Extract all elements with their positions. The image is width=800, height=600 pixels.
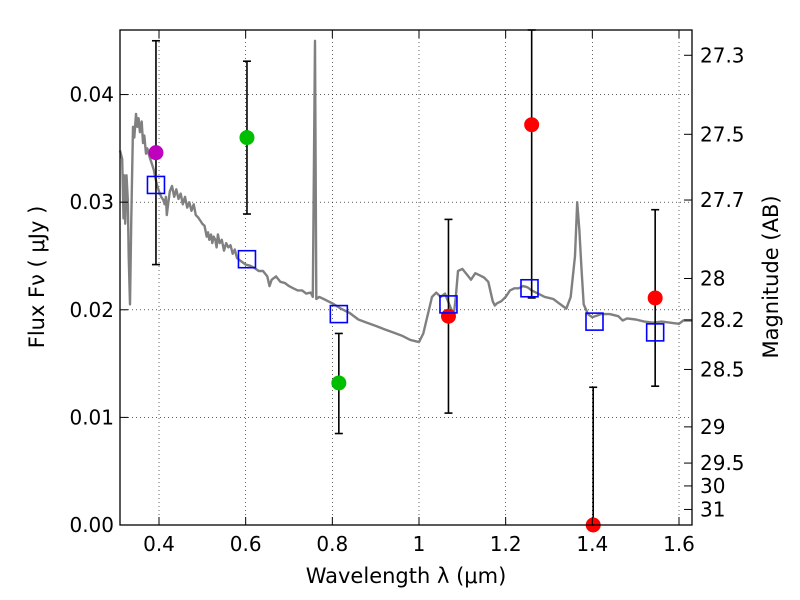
model-point (645, 323, 665, 342)
x-tick-label: 0.4 (143, 532, 175, 556)
observed-point (239, 130, 255, 146)
observed-point (148, 145, 164, 161)
mag-tick-label: 27.5 (700, 122, 745, 146)
model-point (329, 304, 349, 324)
observed-point (647, 290, 663, 306)
y-tick-label: 0.04 (69, 83, 114, 107)
sed-line (118, 39, 692, 344)
observed-point (331, 375, 347, 391)
x-tick-label: 1.6 (663, 532, 695, 556)
y-axis-ticks: 0.00 0.01 0.02 0.03 0.04 (69, 83, 128, 537)
mag-tick-label: 28.2 (700, 308, 745, 332)
observed-point (524, 117, 540, 133)
mag-tick-label: 27.3 (700, 43, 745, 67)
y2-axis-label: Magnitude (AB) (759, 195, 783, 358)
x-axis-ticks: 0.4 0.6 0.8 1 1.2 1.4 1.6 (143, 30, 695, 556)
y-tick-label: 0.02 (69, 298, 114, 322)
mag-tick-label: 27.7 (700, 188, 745, 212)
mag-tick-label: 28 (700, 266, 725, 290)
x-axis-label: Wavelength λ (μm) (306, 564, 507, 588)
x-tick-label: 1 (413, 532, 426, 556)
model-point (237, 249, 257, 269)
x-tick-label: 0.8 (316, 532, 348, 556)
mag-tick-label: 29.5 (700, 451, 745, 475)
model-point (439, 295, 458, 314)
y-tick-label: 0.00 (69, 513, 114, 537)
mag-tick-label: 28.5 (700, 357, 745, 381)
plot-frame (119, 29, 693, 526)
model-point (146, 175, 166, 195)
model-point (520, 278, 539, 298)
observed-point (440, 308, 456, 324)
y-tick-label: 0.01 (69, 405, 114, 429)
y-tick-label: 0.03 (69, 190, 114, 214)
x-tick-label: 1.2 (490, 532, 522, 556)
mag-tick-label: 29 (700, 415, 725, 439)
model-point (585, 312, 604, 331)
y-axis-label: Flux Fν ( μJy ) (25, 206, 49, 349)
x-tick-label: 0.6 (230, 532, 262, 556)
model-points (146, 175, 665, 342)
mag-tick-label: 31 (700, 497, 725, 521)
mag-tick-label: 30 (700, 474, 725, 498)
gridlines (120, 30, 692, 526)
x-tick-label: 1.4 (576, 532, 608, 556)
sed-curve (118, 39, 692, 344)
